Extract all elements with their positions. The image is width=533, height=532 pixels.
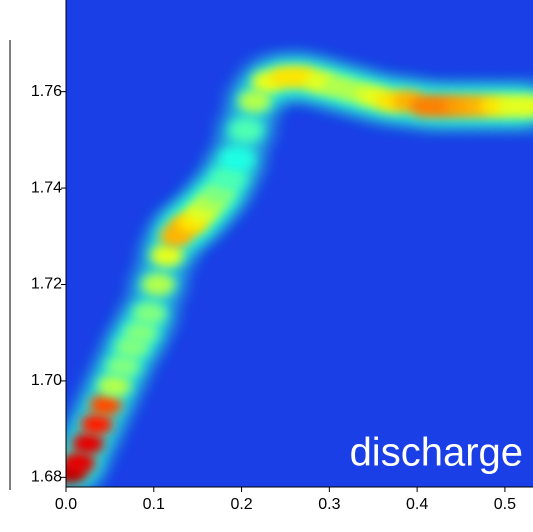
intensity-peak xyxy=(515,95,533,118)
annotation: discharge xyxy=(350,431,523,475)
intensity-peak xyxy=(66,451,96,474)
x-tick-label: 0.5 xyxy=(494,496,516,513)
intensity-peak xyxy=(124,321,157,344)
intensity-peak xyxy=(98,374,131,397)
intensity-peak xyxy=(238,90,271,113)
axes: 0.0 0.1 0.2 0.3 0.4 0.5 1.68 1.70 1.72 1.74 1.76 xyxy=(31,0,533,513)
x-tick-label: 0.1 xyxy=(143,496,165,513)
intensity-peak xyxy=(221,148,254,171)
y-tick-label: 1.72 xyxy=(31,276,62,293)
y-tick-label: 1.68 xyxy=(31,469,62,486)
y-tick-label: 1.70 xyxy=(31,372,62,389)
intensity-peak xyxy=(150,244,183,267)
intensity-peak xyxy=(107,355,140,378)
intensity-peak xyxy=(80,413,113,436)
intensity-peak xyxy=(89,394,122,417)
y-tick-label: 1.76 xyxy=(31,83,62,100)
intensity-peak xyxy=(212,167,245,190)
y-tick-label: 1.74 xyxy=(31,179,62,196)
plot-area: discharge xyxy=(66,0,533,487)
intensity-peak xyxy=(229,119,262,142)
x-tick-label: 0.4 xyxy=(406,496,428,513)
x-tick-label: 0.2 xyxy=(230,496,252,513)
intensity-peak xyxy=(133,302,166,325)
intensity-peak xyxy=(142,273,175,296)
x-tick-label: 0.3 xyxy=(318,496,340,513)
intensity-peak xyxy=(71,432,104,455)
x-tick-label: 0.0 xyxy=(55,496,77,513)
